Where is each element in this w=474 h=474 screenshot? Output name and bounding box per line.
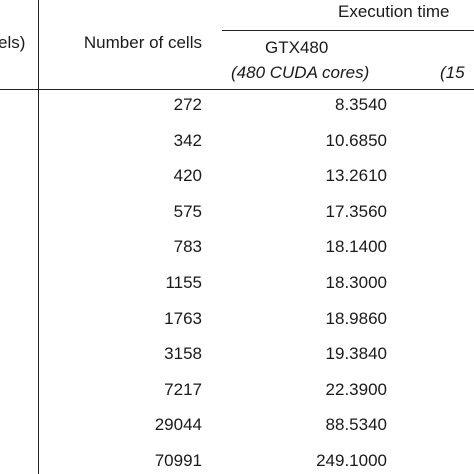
cell-count: 70991 — [154, 451, 202, 470]
execution-time: 22.3900 — [325, 379, 387, 399]
column-divider — [38, 0, 39, 474]
execution-time: 18.3000 — [325, 273, 387, 292]
cell-count: 575 — [173, 201, 202, 221]
column-header: els) — [0, 33, 26, 52]
execution-time: 10.6850 — [325, 130, 387, 150]
cell-count: 272 — [173, 95, 202, 114]
column-note: (480 CUDA cores) — [231, 63, 370, 82]
execution-time: 88.5340 — [325, 415, 387, 435]
group-rule — [222, 30, 474, 31]
execution-time: 18.9860 — [325, 308, 387, 328]
cell-count: 1155 — [165, 273, 202, 292]
cell-count: 7217 — [164, 379, 202, 399]
column-header: Number of cells — [83, 33, 202, 52]
execution-time: 249.1000 — [316, 451, 387, 470]
execution-time: 8.3540 — [335, 95, 387, 114]
cell-count: 342 — [173, 130, 202, 150]
execution-time: 18.1400 — [325, 237, 387, 257]
cell-count: 420 — [173, 166, 202, 186]
execution-time: 13.2610 — [325, 166, 387, 186]
execution-time: 19.3840 — [325, 344, 387, 364]
cell-count: 1763 — [164, 308, 202, 328]
group-header: Execution time — [338, 2, 450, 21]
column-header: GTX480 — [265, 38, 329, 57]
column-note: (15 — [440, 63, 465, 82]
execution-time: 17.3560 — [325, 201, 387, 221]
cell-count: 783 — [173, 237, 202, 257]
cell-count: 29044 — [154, 415, 202, 435]
header-rule — [0, 89, 474, 90]
cell-count: 3158 — [164, 344, 202, 364]
